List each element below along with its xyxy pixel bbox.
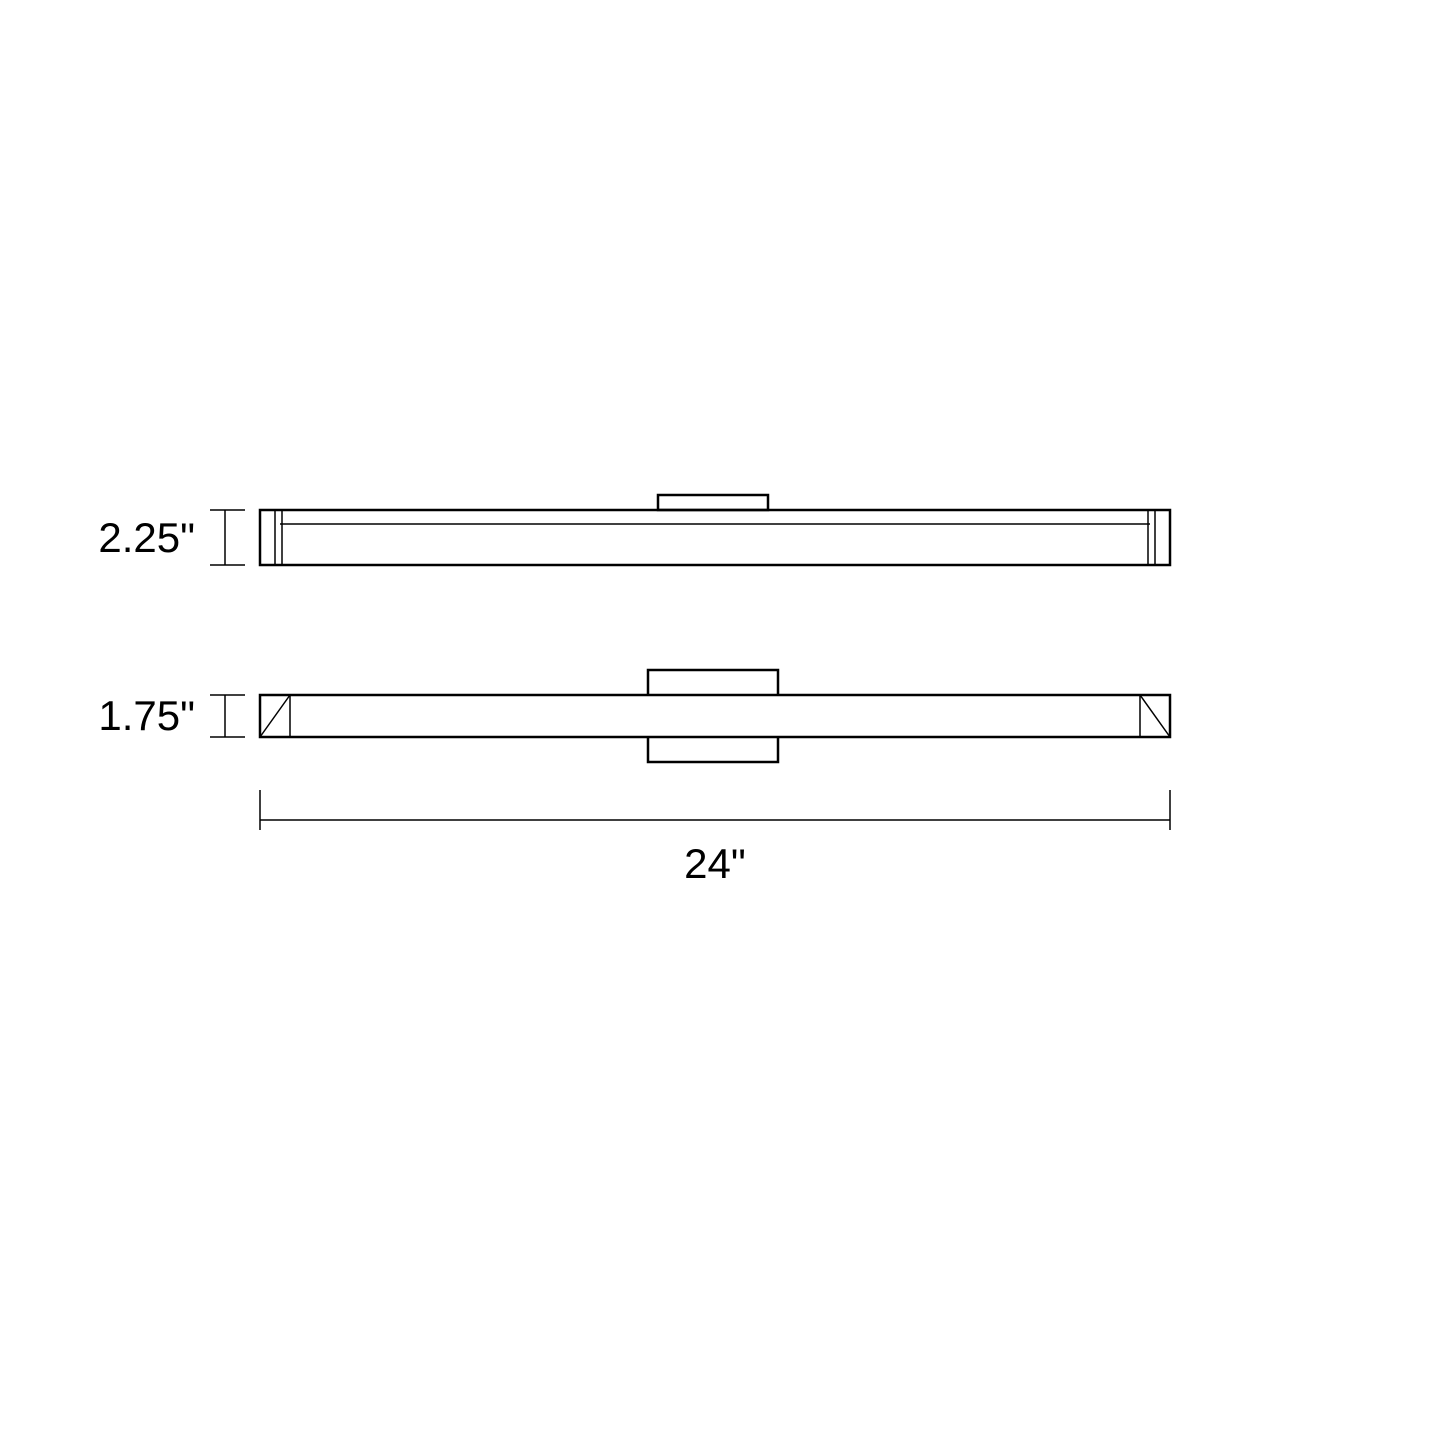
front-bar-body (260, 695, 1170, 737)
dim-height-bottom (210, 695, 245, 737)
technical-diagram: 2.25" 1.75" 24" (0, 0, 1445, 1445)
dim-height-bottom-label: 1.75" (98, 692, 195, 739)
dim-height-top (210, 510, 245, 565)
dim-width-label: 24" (684, 840, 746, 887)
front-view (260, 670, 1170, 762)
top-bar-body (260, 510, 1170, 565)
dim-width (260, 790, 1170, 830)
top-mount-block (658, 495, 768, 510)
top-view (260, 495, 1170, 565)
dim-height-top-label: 2.25" (98, 514, 195, 561)
